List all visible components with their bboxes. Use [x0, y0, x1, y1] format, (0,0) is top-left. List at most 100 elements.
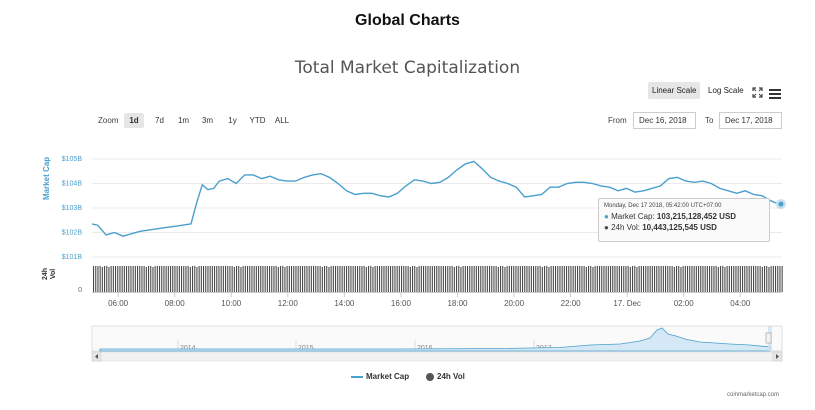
- volume-bar: [720, 266, 722, 292]
- tooltip-date: Monday, Dec 17 2018, 05:42:00 UTC+07:00: [604, 203, 722, 209]
- tooltip-mcap-value: 103,215,128,452 USD: [656, 212, 737, 221]
- hamburger-menu-icon[interactable]: [769, 86, 781, 99]
- y-tick-label: $104B: [62, 181, 83, 188]
- volume-bar: [264, 266, 266, 292]
- linear-scale-button[interactable]: Linear Scale: [648, 82, 701, 99]
- volume-bar: [506, 266, 508, 292]
- volume-bar: [302, 266, 304, 292]
- volume-bar: [143, 266, 145, 292]
- volume-bar: [680, 267, 682, 293]
- y-axis-label: Market Cap: [42, 156, 51, 200]
- volume-bar: [368, 266, 370, 292]
- volume-bar: [200, 266, 202, 292]
- volume-bar: [590, 266, 592, 292]
- volume-bar: [306, 266, 308, 292]
- volume-bar: [665, 266, 667, 292]
- volume-bar: [262, 266, 264, 292]
- volume-bar: [572, 266, 574, 292]
- volume-bar: [464, 266, 466, 292]
- legend-dot-icon: [426, 372, 434, 381]
- volume-bar: [405, 266, 407, 292]
- volume-bar: [205, 266, 207, 292]
- volume-bar: [702, 266, 704, 292]
- volume-bar: [253, 266, 255, 292]
- volume-bar: [108, 267, 110, 293]
- zoom-button-1d[interactable]: 1d: [124, 113, 144, 128]
- volume-bar: [418, 266, 420, 292]
- volume-bar: [385, 266, 387, 292]
- volume-bar: [480, 266, 482, 292]
- volume-bar: [352, 266, 354, 292]
- volume-bar: [308, 266, 310, 292]
- volume-bar: [434, 266, 436, 292]
- volume-bar: [427, 266, 429, 292]
- volume-bar: [478, 266, 480, 292]
- volume-bar: [583, 266, 585, 292]
- volume-bar: [759, 266, 761, 292]
- volume-bar: [332, 266, 334, 292]
- zoom-button-3m[interactable]: 3m: [201, 116, 214, 125]
- volume-bar: [766, 266, 768, 292]
- volume-bar: [420, 266, 422, 292]
- zoom-button-ytd[interactable]: YTD: [249, 116, 266, 125]
- volume-bar: [343, 266, 345, 292]
- volume-bar: [255, 266, 257, 292]
- volume-bar: [748, 266, 750, 292]
- x-tick-label: 12:00: [278, 299, 299, 308]
- volume-bar: [396, 266, 398, 292]
- volume-bar: [660, 266, 662, 292]
- volume-bar: [394, 266, 396, 292]
- volume-bar: [412, 266, 414, 292]
- volume-bar: [460, 267, 462, 293]
- volume-bar: [475, 266, 477, 292]
- log-scale-button[interactable]: Log Scale: [708, 86, 744, 95]
- volume-bar: [121, 266, 123, 292]
- volume-bar: [159, 266, 161, 292]
- tooltip-mcap-row: ● Market Cap: 103,215,128,452 USD: [604, 212, 737, 221]
- volume-bar: [211, 266, 213, 292]
- volume-bar: [473, 266, 475, 292]
- volume-bar: [170, 266, 172, 292]
- volume-bar: [750, 266, 752, 292]
- expand-icon[interactable]: [752, 85, 763, 98]
- zoom-button-1y[interactable]: 1y: [228, 116, 237, 125]
- volume-bar: [511, 266, 513, 292]
- zoom-button-all[interactable]: ALL: [274, 116, 290, 125]
- volume-bar: [592, 267, 594, 293]
- volume-bar: [167, 266, 169, 292]
- volume-bar: [277, 267, 279, 293]
- volume-bar: [596, 266, 598, 292]
- volume-bar: [462, 266, 464, 292]
- zoom-button-7d[interactable]: 7d: [155, 116, 164, 125]
- zoom-button-1m[interactable]: 1m: [177, 116, 190, 125]
- volume-bar: [777, 266, 779, 292]
- volume-bar: [524, 266, 526, 292]
- legend-24h-vol[interactable]: 24h Vol: [426, 372, 465, 381]
- from-date-input[interactable]: Dec 16, 2018: [633, 112, 696, 129]
- to-date-input[interactable]: Dec 17, 2018: [719, 112, 782, 129]
- zoom-label: Zoom: [98, 116, 119, 125]
- volume-bar: [486, 266, 488, 292]
- credit-text: coinmarketcap.com: [727, 392, 780, 398]
- volume-bar: [163, 266, 165, 292]
- volume-bar: [667, 266, 669, 292]
- volume-bar: [425, 266, 427, 292]
- y-tick-label: $105B: [62, 156, 83, 163]
- volume-bar: [416, 267, 418, 293]
- volume-bar: [438, 266, 440, 292]
- volume-bar: [691, 266, 693, 292]
- volume-bar: [546, 266, 548, 292]
- volume-bar: [95, 266, 97, 292]
- volume-bar: [431, 266, 433, 292]
- volume-bar: [295, 266, 297, 292]
- volume-bar: [403, 266, 405, 292]
- navigator-series: [99, 327, 771, 352]
- volume-bar: [467, 266, 469, 292]
- volume-bar: [414, 266, 416, 292]
- volume-bar: [145, 267, 147, 293]
- volume-bar: [156, 266, 158, 292]
- legend-market-cap[interactable]: Market Cap: [351, 372, 409, 381]
- volume-bar: [649, 266, 651, 292]
- volume-bar: [238, 266, 240, 292]
- volume-bar: [588, 266, 590, 292]
